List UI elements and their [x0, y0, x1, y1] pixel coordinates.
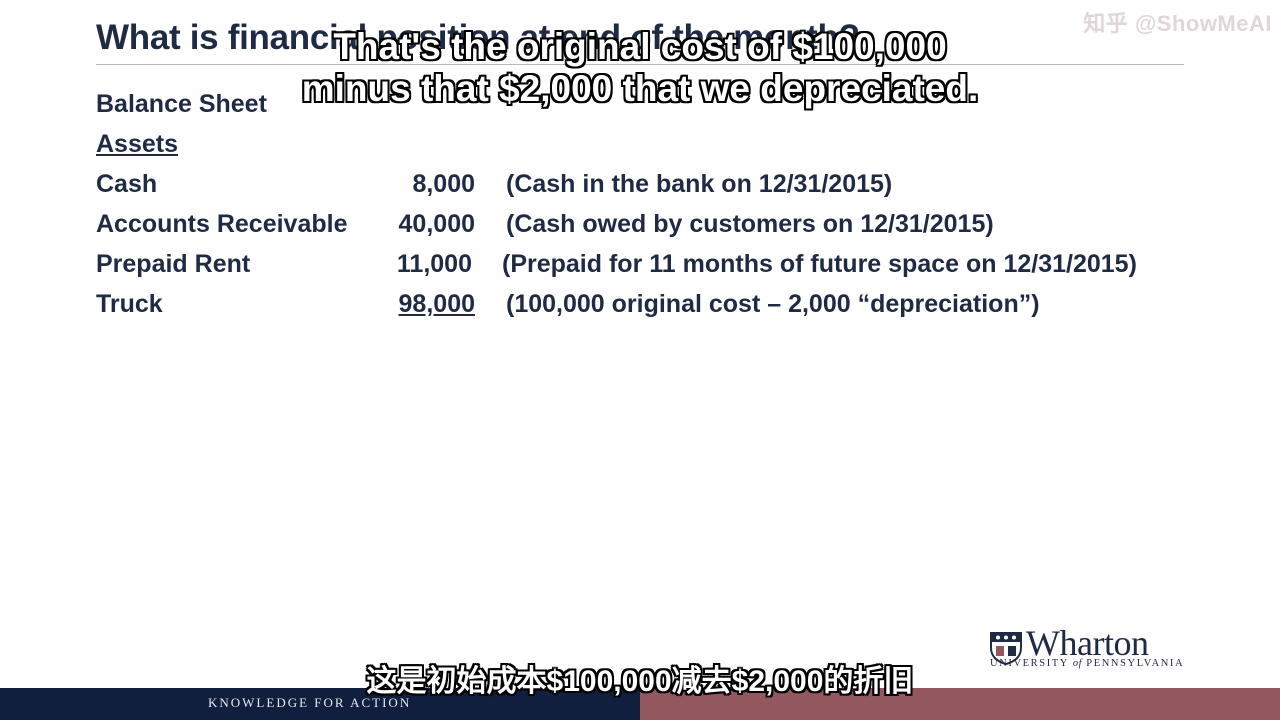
- row-note: (Prepaid for 11 months of future space o…: [502, 250, 1137, 278]
- slide-title: What is financial position at end of the…: [96, 18, 860, 57]
- table-row: Prepaid Rent 11,000 (Prepaid for 11 mont…: [0, 250, 1280, 284]
- row-label: Cash: [96, 170, 158, 198]
- logo-wordmark: Wharton: [1026, 623, 1149, 663]
- row-amount: 40,000: [398, 210, 475, 238]
- table-row: Accounts Receivable 40,000 (Cash owed by…: [0, 210, 1280, 244]
- subtitle-english-line-2: minus that $2,000 that we depreciated.: [301, 68, 979, 109]
- footer-tagline: KNOWLEDGE FOR ACTION: [208, 695, 412, 710]
- subtitle-chinese: 这是初始成本$100,000减去$2,000的折旧: [366, 665, 914, 698]
- watermark: 知乎 @ShowMeAI: [1083, 11, 1272, 36]
- logo-university-line: UNIVERSITY of PENNSYLVANIA: [990, 658, 1184, 669]
- logo-university-of: of: [1072, 658, 1083, 669]
- logo-university-suffix: PENNSYLVANIA: [1086, 658, 1185, 669]
- row-amount: 98,000: [398, 290, 475, 318]
- subtitle-english-line-1: That's the original cost of $100,000: [333, 26, 947, 67]
- balance-sheet-heading: Balance Sheet: [96, 90, 267, 118]
- title-divider: [96, 64, 1184, 65]
- table-row: Cash 8,000 (Cash in the bank on 12/31/20…: [0, 170, 1280, 204]
- row-amount: 8,000: [412, 170, 475, 198]
- row-label: Accounts Receivable: [96, 210, 348, 238]
- row-amount: 11,000: [396, 250, 472, 278]
- wharton-logo: Wharton UNIVERSITY of PENNSYLVANIA: [988, 623, 1188, 672]
- row-note: (100,000 original cost – 2,000 “deprecia…: [506, 290, 1040, 318]
- footer-bar-left: [0, 688, 640, 720]
- row-label: Truck: [96, 290, 163, 318]
- row-note: (Cash owed by customers on 12/31/2015): [506, 210, 994, 238]
- assets-heading: Assets: [96, 130, 178, 158]
- university-shield-icon: [990, 632, 1022, 666]
- logo-university-prefix: UNIVERSITY: [990, 658, 1069, 669]
- footer-bar-right: [640, 688, 1280, 720]
- row-note: (Cash in the bank on 12/31/2015): [506, 170, 893, 198]
- row-label: Prepaid Rent: [96, 250, 251, 278]
- table-row: Truck 98,000 (100,000 original cost – 2,…: [0, 290, 1280, 324]
